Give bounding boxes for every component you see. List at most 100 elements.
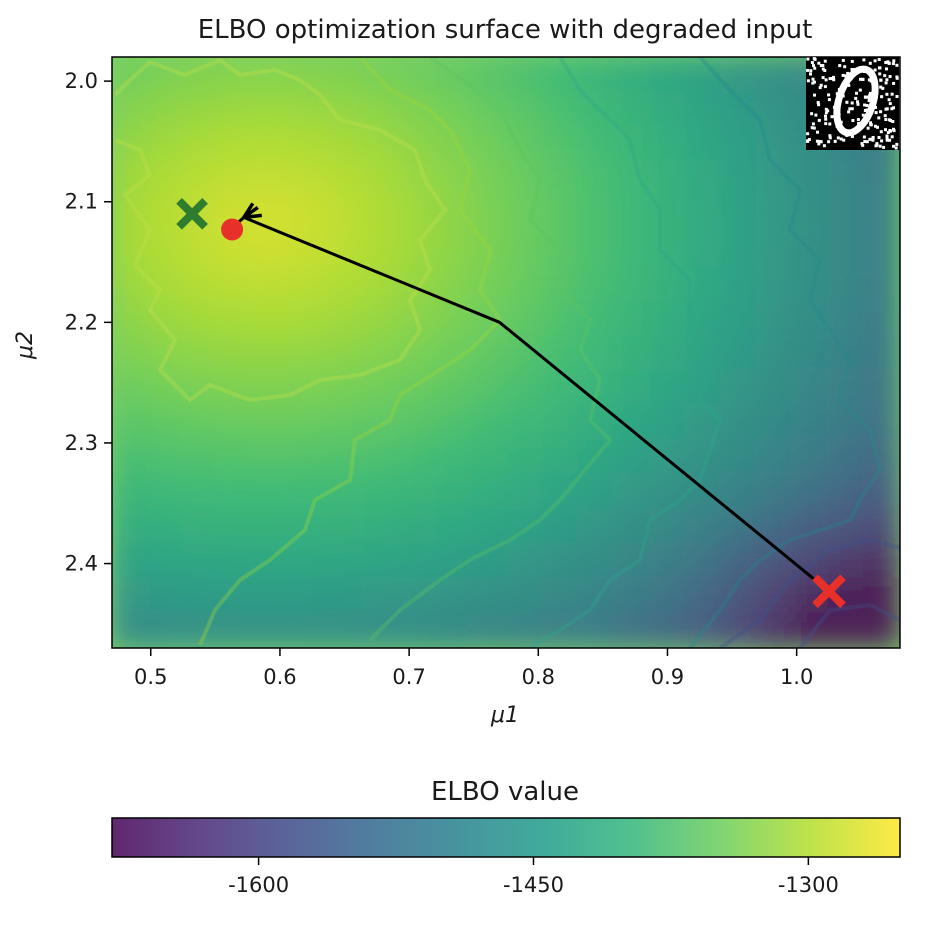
noise-pixel bbox=[886, 131, 890, 134]
heat-cell bbox=[254, 577, 293, 615]
heat-cell bbox=[254, 299, 293, 337]
noise-pixel bbox=[813, 93, 816, 97]
noise-pixel bbox=[888, 102, 892, 106]
heat-cell bbox=[397, 542, 436, 580]
heat-cell bbox=[218, 507, 257, 545]
heat-cell bbox=[325, 125, 364, 163]
overlay bbox=[176, 197, 846, 609]
heat-cell bbox=[791, 438, 830, 476]
noise-pixel bbox=[827, 93, 831, 97]
heat-cell bbox=[719, 90, 758, 128]
noise-pixel bbox=[859, 77, 862, 81]
heat-cell bbox=[719, 299, 758, 337]
heat-cell bbox=[540, 507, 579, 545]
heat-cell bbox=[791, 160, 830, 198]
heat-cell bbox=[684, 160, 722, 198]
heat-cell bbox=[612, 473, 651, 510]
heat-cell bbox=[612, 264, 651, 302]
noise-pixel bbox=[824, 117, 828, 121]
heat-cell bbox=[648, 577, 687, 615]
heat-cell bbox=[684, 334, 722, 371]
heat-cell bbox=[505, 577, 543, 615]
noise-pixel bbox=[806, 68, 810, 72]
heat-cell bbox=[827, 473, 866, 510]
heat-cell bbox=[112, 334, 149, 371]
noise-pixel bbox=[824, 111, 828, 115]
noise-pixel bbox=[817, 103, 821, 107]
heat-cell bbox=[361, 90, 400, 128]
heat-cell bbox=[863, 612, 900, 648]
heat-cell bbox=[684, 229, 722, 267]
noise-pixel bbox=[884, 118, 888, 121]
colorbar-tick-label: -1600 bbox=[228, 873, 289, 897]
heat-cell bbox=[648, 542, 687, 580]
x-tick-label: 0.6 bbox=[263, 665, 296, 689]
noise-pixel bbox=[895, 63, 899, 67]
heat-cell bbox=[290, 612, 328, 648]
heat-cell bbox=[290, 438, 328, 476]
heat-cell bbox=[254, 507, 293, 545]
y-axis: 2.0 2.1 2.2 2.3 2.4 bbox=[65, 69, 112, 576]
noise-pixel bbox=[873, 68, 877, 72]
heat-cell bbox=[576, 195, 615, 232]
heat-cell bbox=[182, 612, 221, 648]
noise-pixel bbox=[811, 77, 815, 81]
heat-cell bbox=[863, 577, 900, 615]
heat-cell bbox=[254, 612, 293, 648]
heat-cell bbox=[325, 90, 364, 128]
heat-cell bbox=[612, 195, 651, 232]
heat-cell bbox=[755, 334, 794, 371]
noise-pixel bbox=[821, 76, 825, 80]
arrow-head-strokes bbox=[242, 202, 262, 220]
colorbar bbox=[111, 817, 901, 858]
noise-pixel bbox=[885, 92, 889, 96]
heat-cell bbox=[719, 542, 758, 580]
heat-cell bbox=[576, 264, 615, 302]
heat-cell bbox=[719, 195, 758, 232]
noise-pixel bbox=[826, 109, 830, 113]
heat-cell bbox=[397, 577, 436, 615]
noise-pixel bbox=[865, 140, 869, 144]
heat-cell bbox=[397, 368, 436, 406]
heat-cell bbox=[112, 125, 149, 163]
heat-cell bbox=[433, 195, 472, 232]
noise-pixel bbox=[868, 137, 872, 141]
heat-cell bbox=[433, 612, 472, 648]
contour-line bbox=[688, 57, 883, 648]
y-tick-label: 2.1 bbox=[65, 190, 98, 214]
heat-cell bbox=[576, 542, 615, 580]
heat-cell bbox=[755, 229, 794, 267]
heat-cell bbox=[182, 229, 221, 267]
heat-cell bbox=[433, 57, 472, 93]
heat-cell bbox=[218, 368, 257, 406]
heat-cell bbox=[505, 160, 543, 198]
heat-cell bbox=[648, 403, 687, 441]
x-tick-label: 0.8 bbox=[522, 665, 555, 689]
heat-cell bbox=[505, 229, 543, 267]
heat-cell bbox=[325, 612, 364, 648]
noise-pixel bbox=[819, 83, 823, 87]
noise-pixel bbox=[843, 65, 847, 69]
heat-cell bbox=[684, 264, 722, 302]
heat-cell bbox=[290, 473, 328, 510]
noise-pixel bbox=[810, 112, 814, 116]
heat-cell bbox=[218, 334, 257, 371]
heat-cell bbox=[397, 125, 436, 163]
noise-pixel bbox=[812, 64, 815, 68]
heat-cell bbox=[218, 57, 257, 93]
heat-cell bbox=[290, 160, 328, 198]
noise-pixel bbox=[885, 67, 888, 71]
heat-cell bbox=[755, 57, 794, 93]
heat-cell bbox=[505, 612, 543, 648]
heat-cell bbox=[112, 542, 149, 580]
heat-cell bbox=[827, 403, 866, 441]
noise-pixel bbox=[850, 135, 854, 138]
noise-pixel bbox=[878, 72, 882, 76]
heat-cell bbox=[254, 57, 293, 93]
heat-cell bbox=[863, 299, 900, 337]
noise-pixel bbox=[846, 71, 850, 75]
noise-pixel bbox=[868, 93, 872, 97]
noise-pixel bbox=[877, 116, 881, 120]
noise-pixel bbox=[839, 137, 843, 141]
